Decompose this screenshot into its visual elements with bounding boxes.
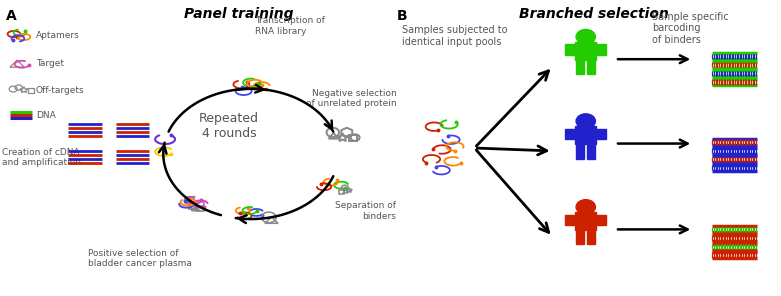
Text: Aptamers: Aptamers <box>36 31 80 40</box>
Text: Panel training: Panel training <box>184 7 294 21</box>
Bar <box>597 44 606 55</box>
Bar <box>587 229 595 244</box>
Bar <box>575 126 597 144</box>
Text: Negative selection
of unrelated protein: Negative selection of unrelated protein <box>305 89 396 108</box>
Circle shape <box>576 30 595 44</box>
Text: A: A <box>6 9 16 23</box>
Text: DNA: DNA <box>36 111 55 120</box>
Text: Creation of cDNA
and amplification: Creation of cDNA and amplification <box>2 148 81 168</box>
Bar <box>565 215 575 225</box>
Text: Repeated
4 rounds: Repeated 4 rounds <box>199 112 259 140</box>
Text: Samples subjected to
identical input pools: Samples subjected to identical input poo… <box>402 25 508 47</box>
Bar <box>576 59 584 74</box>
Bar <box>349 135 357 141</box>
Text: Off-targets: Off-targets <box>36 86 84 95</box>
Circle shape <box>576 200 595 214</box>
Bar <box>576 144 584 159</box>
Text: Positive selection of
bladder cancer plasma: Positive selection of bladder cancer pla… <box>87 249 191 268</box>
Bar <box>565 44 575 55</box>
Bar <box>597 215 606 225</box>
Bar <box>28 88 34 93</box>
Text: Target: Target <box>36 59 64 68</box>
Bar <box>565 129 575 139</box>
Bar <box>575 41 597 60</box>
Text: B: B <box>396 9 407 23</box>
Bar <box>340 190 344 194</box>
Text: Transcription of
RNA library: Transcription of RNA library <box>255 16 325 36</box>
Bar <box>597 129 606 139</box>
Bar <box>575 212 597 230</box>
Text: Branched selection: Branched selection <box>519 7 669 21</box>
Circle shape <box>576 114 595 128</box>
Bar <box>587 59 595 74</box>
Bar <box>576 229 584 244</box>
Bar <box>188 203 197 209</box>
Text: Separation of
binders: Separation of binders <box>335 201 396 221</box>
Bar <box>198 205 205 211</box>
Bar <box>587 144 595 159</box>
Text: Sample specific
barcoding
of binders: Sample specific barcoding of binders <box>652 12 729 45</box>
